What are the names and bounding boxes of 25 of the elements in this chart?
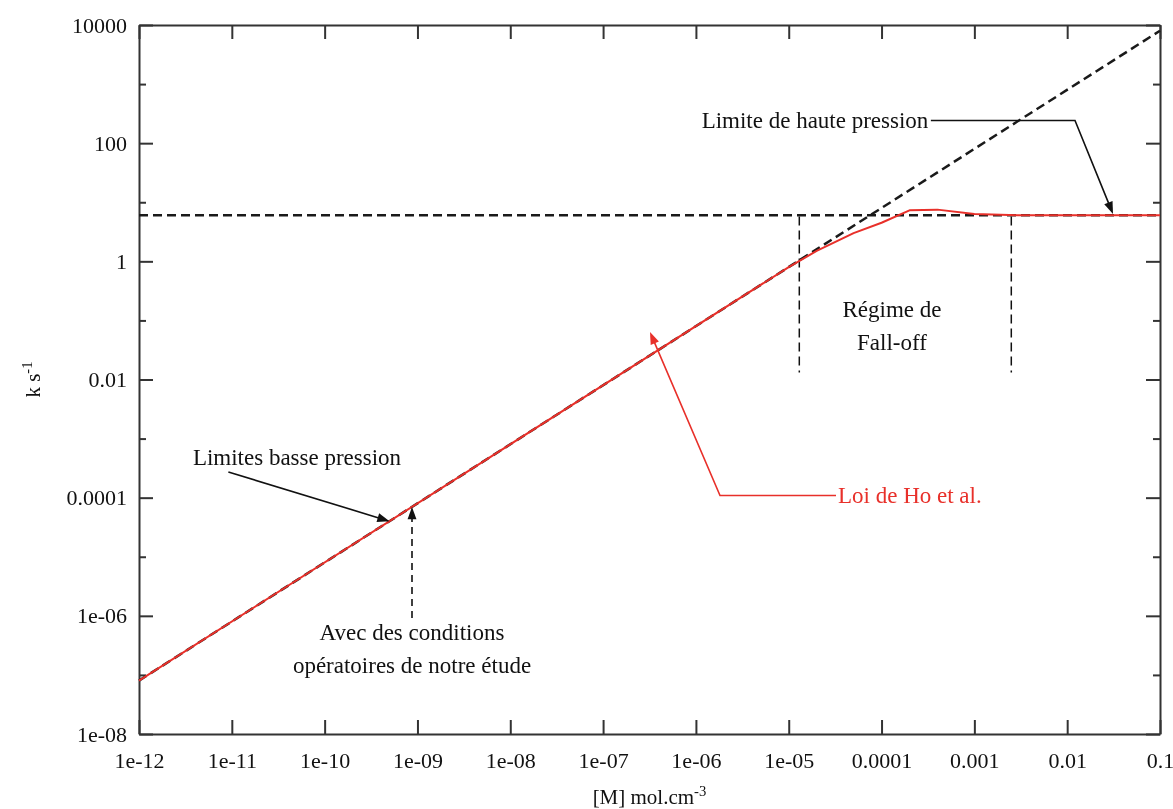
annotation: Loi de Ho et al. [838,483,982,508]
x-tick-label: 1e-12 [114,747,165,773]
y-tick-label: 10000 [72,12,127,38]
y-tick-label: 1 [116,248,127,274]
annotation: Avec des conditions opératoires de notre étude [292,620,532,679]
y-tick-label: 1e-06 [76,603,127,629]
x-tick-label: 1e-07 [578,747,629,773]
x-tick-label: 0.01 [1048,747,1087,773]
x-tick-label: 0.0001 [851,747,913,773]
x-tick-label: 1e-05 [764,747,815,773]
annotation: Limites basse pression [192,445,402,470]
x-tick-label: 1e-09 [392,747,443,773]
x-tick-label: 0.1 [1146,747,1173,773]
x-axis-title: [M] mol.cm$^{-3}$ [592,783,707,809]
annotation: Limite de haute pression [701,108,929,133]
x-tick-label: 1e-10 [300,747,351,773]
x-tick-label: 1e-06 [671,747,722,773]
y-tick-label: 0.01 [88,367,127,393]
annotation: Régime de Fall-off [842,297,942,356]
y-tick-label: 0.0001 [66,485,127,511]
x-tick-label: 0.001 [950,747,1000,773]
x-tick-label: 1e-08 [485,747,536,773]
y-tick-label: 100 [94,130,127,156]
x-tick-label: 1e-11 [207,747,257,773]
y-tick-label: 1e-08 [76,721,127,747]
